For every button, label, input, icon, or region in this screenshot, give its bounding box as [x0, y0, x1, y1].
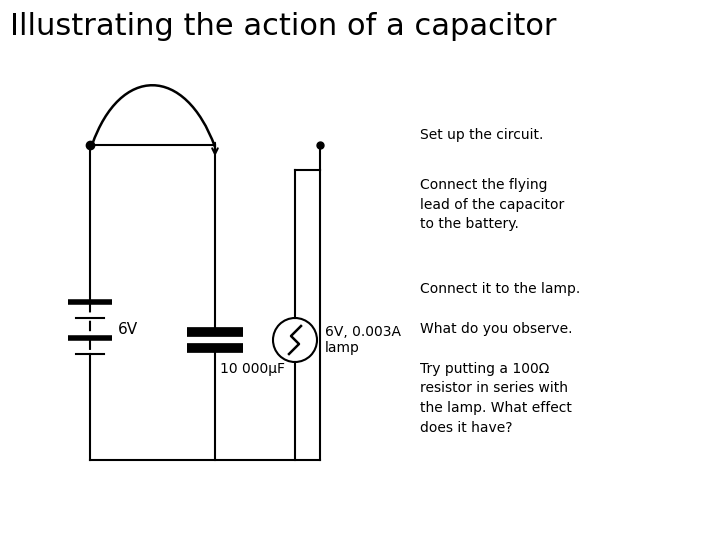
Text: Connect it to the lamp.: Connect it to the lamp. [420, 282, 580, 296]
Text: Try putting a 100Ω
resistor in series with
the lamp. What effect
does it have?: Try putting a 100Ω resistor in series wi… [420, 362, 572, 435]
Text: 6V, 0.003A
lamp: 6V, 0.003A lamp [325, 325, 401, 355]
Text: What do you observe.: What do you observe. [420, 322, 572, 336]
Text: Connect the flying
lead of the capacitor
to the battery.: Connect the flying lead of the capacitor… [420, 178, 564, 231]
Text: Set up the circuit.: Set up the circuit. [420, 128, 544, 142]
Text: 6V: 6V [118, 322, 138, 338]
Text: 10 000μF: 10 000μF [220, 362, 285, 376]
Text: Illustrating the action of a capacitor: Illustrating the action of a capacitor [10, 12, 557, 41]
